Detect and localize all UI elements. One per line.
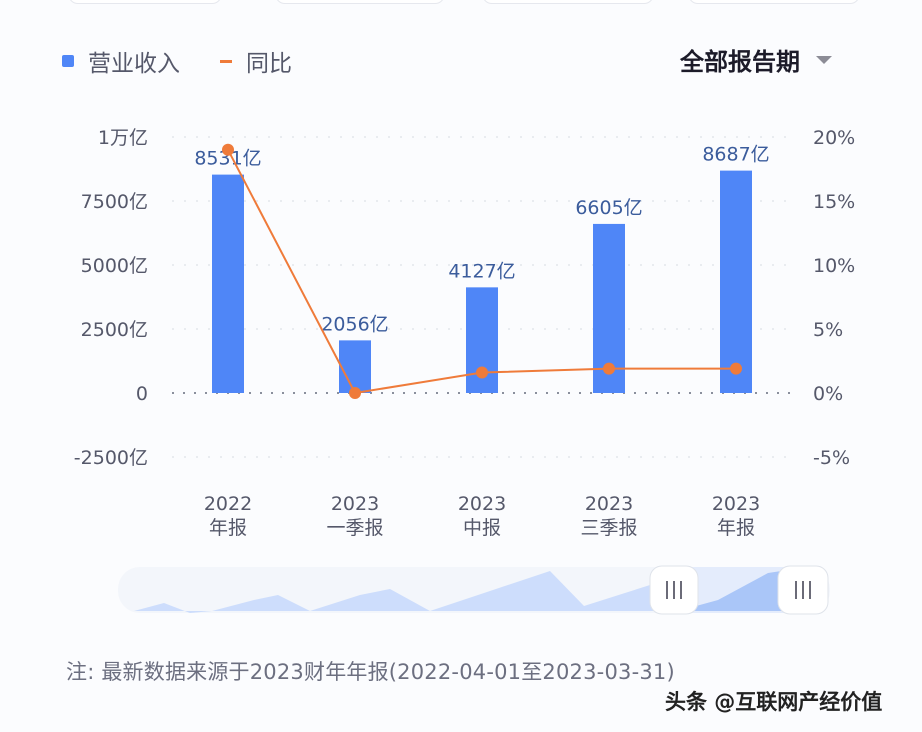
slider-right-handle[interactable] bbox=[777, 565, 829, 615]
bar-value-label: 8531亿 bbox=[194, 148, 261, 170]
right-axis-tick: 20% bbox=[813, 127, 855, 149]
right-axis-tick: 10% bbox=[813, 255, 855, 277]
yoy-point[interactable] bbox=[222, 143, 234, 156]
x-axis-tick: 2023 bbox=[458, 493, 506, 515]
revenue-bar[interactable] bbox=[212, 174, 244, 393]
yoy-point[interactable] bbox=[476, 366, 488, 379]
yoy-point[interactable] bbox=[603, 362, 615, 375]
right-axis-tick: -5% bbox=[813, 447, 850, 469]
slider-left-handle[interactable] bbox=[649, 565, 699, 615]
chevron-down-icon bbox=[816, 55, 832, 64]
data-source-note: 注: 最新数据来源于2023财年年报(2022-04-01至2023-03-31… bbox=[66, 660, 675, 684]
period-dropdown[interactable]: 全部报告期 bbox=[680, 42, 832, 77]
bar-value-label: 6605亿 bbox=[575, 197, 642, 219]
right-axis-tick: 0% bbox=[813, 383, 843, 405]
x-axis-tick: 年报 bbox=[717, 517, 755, 539]
period-dropdown-label: 全部报告期 bbox=[680, 48, 800, 76]
left-axis-tick: 0 bbox=[136, 383, 148, 405]
x-axis-tick: 2023 bbox=[585, 493, 633, 515]
chart-legend: 营业收入 同比 bbox=[62, 44, 292, 78]
x-axis-tick: 2022 bbox=[204, 493, 252, 515]
x-axis-tick: 2023 bbox=[712, 493, 760, 515]
left-axis-tick: -2500亿 bbox=[74, 447, 148, 469]
yoy-point[interactable] bbox=[349, 387, 361, 399]
left-axis-tick: 1万亿 bbox=[98, 127, 148, 149]
bar-value-label: 4127亿 bbox=[448, 260, 515, 282]
bar-value-label: 2056亿 bbox=[321, 313, 388, 335]
x-axis-tick: 年报 bbox=[209, 517, 247, 539]
revenue-bar[interactable] bbox=[720, 170, 752, 393]
x-axis-tick: 中报 bbox=[463, 517, 501, 539]
legend-yoy-label[interactable]: 同比 bbox=[246, 51, 292, 77]
bar-value-label: 8687亿 bbox=[702, 144, 769, 166]
x-axis-tick: 一季报 bbox=[326, 517, 383, 539]
top-tabs bbox=[0, 0, 922, 8]
watermark: 头条 @互联网产经价值 bbox=[665, 690, 883, 714]
left-axis-tick: 2500亿 bbox=[81, 319, 148, 341]
right-axis-tick: 5% bbox=[813, 319, 843, 341]
yoy-legend-swatch bbox=[220, 59, 232, 63]
range-slider[interactable] bbox=[118, 565, 830, 615]
revenue-legend-swatch bbox=[62, 55, 74, 67]
x-axis-tick: 三季报 bbox=[580, 517, 637, 539]
left-axis-tick: 7500亿 bbox=[81, 191, 148, 213]
left-axis-tick: 5000亿 bbox=[81, 255, 148, 277]
revenue-bar[interactable] bbox=[339, 340, 371, 393]
x-axis-tick: 2023 bbox=[331, 493, 379, 515]
right-axis-tick: 15% bbox=[813, 191, 855, 213]
yoy-point[interactable] bbox=[730, 362, 742, 375]
revenue-chart: 1万亿 7500亿 5000亿 2500亿 0 -2500亿 20% 15% 10% 5% 0% -5… bbox=[74, 127, 855, 539]
legend-revenue-label[interactable]: 营业收入 bbox=[88, 51, 180, 77]
